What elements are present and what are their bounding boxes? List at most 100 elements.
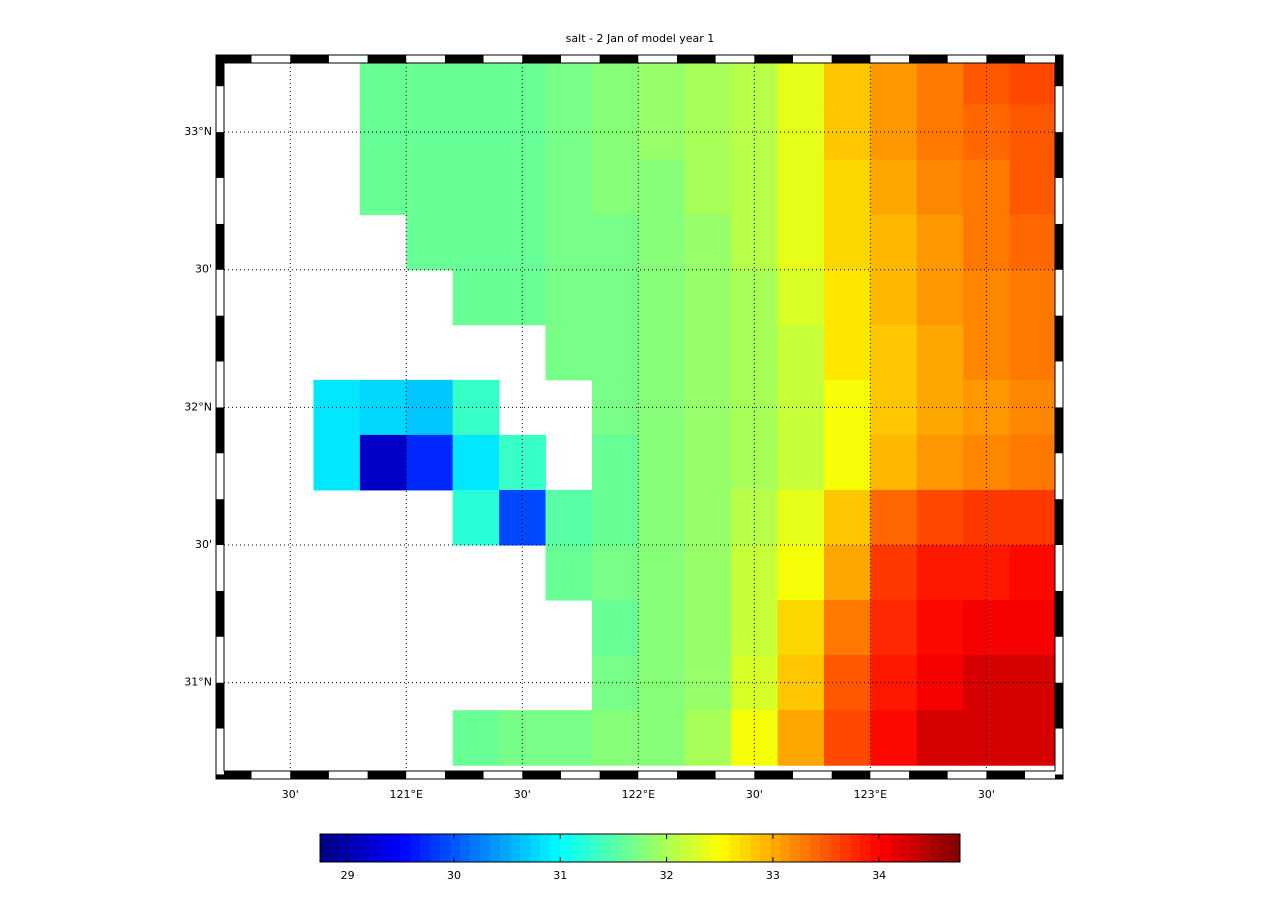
cell (777, 324, 825, 381)
x-tick-label: 122°E (622, 788, 655, 801)
cell (406, 434, 454, 491)
cell (916, 545, 964, 601)
cell (823, 324, 871, 381)
cell (359, 159, 407, 216)
field (313, 55, 1057, 766)
cell (638, 655, 686, 711)
frame-segment (1055, 361, 1063, 408)
colorbar-swatch (730, 834, 741, 862)
colorbar-swatch (360, 834, 371, 862)
y-tick-label: 31°N (184, 676, 212, 689)
cell (499, 214, 547, 271)
cell (731, 655, 779, 711)
frame-segment (216, 774, 224, 779)
frame-segment (560, 771, 600, 779)
cell (638, 104, 686, 161)
frame-segment (444, 55, 484, 63)
frame-segment (367, 771, 407, 779)
cell (963, 545, 1011, 601)
cell (823, 489, 871, 546)
y-tick-label: 30' (195, 263, 212, 276)
cell (870, 214, 918, 271)
cell (1009, 489, 1057, 546)
x-tick-label: 30' (746, 788, 763, 801)
frame-segment (1055, 269, 1063, 316)
cell (916, 269, 964, 326)
cell (638, 324, 686, 381)
colorbar-swatch (670, 834, 681, 862)
frame-segment (909, 771, 948, 779)
cell (591, 489, 639, 546)
cell (823, 655, 871, 711)
colorbar-swatch (600, 834, 611, 862)
colorbar-frame (319, 833, 961, 863)
cell (545, 710, 593, 766)
colorbar-swatch (950, 834, 961, 862)
cell (591, 104, 639, 161)
cell (406, 379, 454, 436)
frame-segment (216, 269, 224, 316)
cell (870, 434, 918, 491)
colorbar-tick-label: 33 (766, 869, 780, 882)
frame-segment (1055, 407, 1063, 454)
cell (638, 159, 686, 216)
colorbar-swatch (880, 834, 891, 862)
cell (591, 710, 639, 766)
cell (823, 214, 871, 271)
cell (963, 434, 1011, 491)
cell (823, 434, 871, 491)
frame-segment (599, 771, 639, 779)
colorbar-swatch (570, 834, 581, 862)
frame-inner (223, 62, 1056, 772)
frame-segment (444, 771, 484, 779)
frame-segment (522, 771, 561, 779)
frame-segment (406, 771, 445, 779)
frame-segment (251, 771, 291, 779)
x-tick-label: 30' (282, 788, 299, 801)
cell (916, 159, 964, 216)
frame-segment (406, 55, 445, 63)
colorbar-tick-label: 34 (872, 869, 886, 882)
cell (916, 600, 964, 656)
cell (684, 545, 732, 601)
cell (1009, 269, 1057, 326)
cell (870, 545, 918, 601)
frame-segment (870, 55, 910, 63)
cell (963, 655, 1011, 711)
colorbar-swatch (500, 834, 511, 862)
frame-segment (216, 728, 224, 775)
colorbar-tick-label: 31 (553, 869, 567, 882)
colorbar-swatch (530, 834, 541, 862)
frame-segment (216, 407, 224, 454)
colorbar-swatch (890, 834, 901, 862)
cell (1009, 710, 1057, 766)
cell (591, 269, 639, 326)
cell (1009, 600, 1057, 656)
cell (684, 600, 732, 656)
cell (638, 379, 686, 436)
cell (963, 104, 1011, 161)
frame-segment (1055, 132, 1063, 178)
cell (777, 710, 825, 766)
cell (684, 159, 732, 216)
x-tick-label: 123°E (854, 788, 887, 801)
frame-segment (216, 177, 224, 224)
colorbar-swatch (840, 834, 851, 862)
cell (963, 489, 1011, 546)
frame-segment (947, 771, 987, 779)
cell (452, 710, 500, 766)
colorbar-tick-label: 30 (447, 869, 461, 882)
frame-segment (1055, 453, 1063, 500)
frame-segment (1055, 636, 1063, 683)
colorbar-swatch (610, 834, 621, 862)
colorbar-swatch (320, 834, 331, 862)
cell (870, 324, 918, 381)
cell (684, 489, 732, 546)
cell (1009, 159, 1057, 216)
cell (1009, 214, 1057, 271)
frame-segment (599, 55, 639, 63)
colorbar-swatch (540, 834, 551, 862)
frame-segment (677, 771, 716, 779)
frame-segment (986, 771, 1026, 779)
cell (823, 710, 871, 766)
